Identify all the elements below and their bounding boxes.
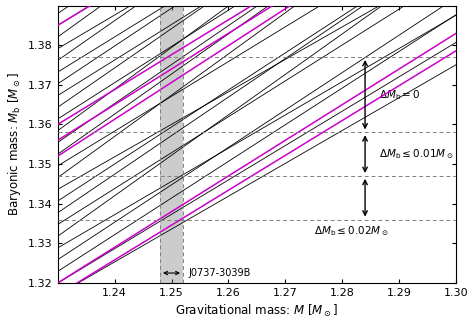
X-axis label: Gravitational mass: $M$ [$M_\odot$]: Gravitational mass: $M$ [$M_\odot$] [175, 303, 338, 319]
Text: $\Delta M_\mathrm{b}\leq0.02M_\odot$: $\Delta M_\mathrm{b}\leq0.02M_\odot$ [314, 225, 388, 238]
Text: $\Delta M_\mathrm{b}=0$: $\Delta M_\mathrm{b}=0$ [379, 88, 421, 102]
Text: J0737-3039B: J0737-3039B [189, 268, 251, 278]
Bar [160, 6, 183, 283]
Text: $\Delta M_\mathrm{b}\leq0.01M_\odot$: $\Delta M_\mathrm{b}\leq0.01M_\odot$ [379, 147, 454, 161]
Y-axis label: Baryonic mass: $M_\mathrm{b}$ [$M_\odot$]: Baryonic mass: $M_\mathrm{b}$ [$M_\odot$… [6, 72, 23, 216]
